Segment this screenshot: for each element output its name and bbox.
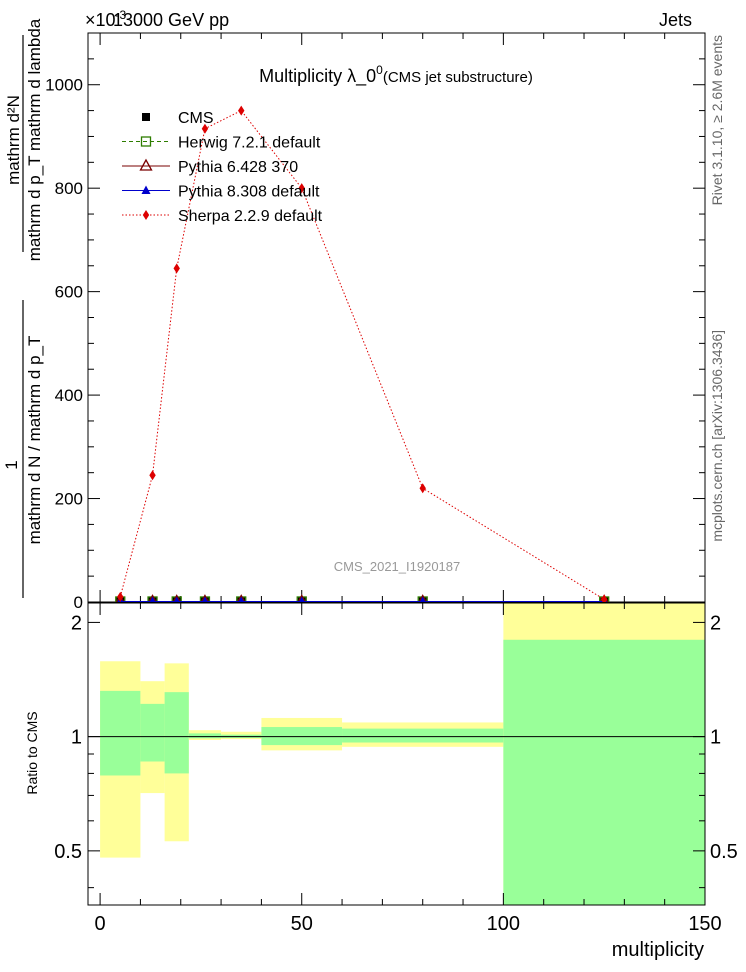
series-point	[202, 596, 208, 602]
ratio-band-inner	[140, 703, 165, 762]
series-point	[149, 596, 156, 602]
legend-item: Pythia 6.428 370	[122, 158, 298, 176]
legend-label: Pythia 8.308 default	[178, 184, 320, 201]
x-tick-label: 50	[291, 913, 313, 935]
ylabel-top-numerator: mathrm d²N	[4, 95, 23, 185]
main-plot-panel: 0 200 400 600 800 1000 CMS_2021_I1920187 CMS H…	[45, 32, 706, 612]
series-point	[419, 596, 426, 602]
series-point	[172, 594, 182, 602]
series-point	[149, 470, 156, 481]
ratio-plot-panel: 0.5 0.5 1 1 2 2 0 50 100 150 Ratio to CMS multip…	[24, 602, 738, 961]
series-point	[298, 183, 305, 194]
ratio-band-inner	[164, 692, 189, 774]
exponent-label: ×10-3	[85, 8, 127, 30]
x-tick-label: 150	[688, 913, 721, 935]
x-axis-label: multiplicity	[612, 939, 704, 961]
ratio-band-inner	[188, 733, 222, 739]
series-point	[115, 594, 125, 602]
ratio-bands	[100, 603, 705, 905]
series-point	[419, 483, 426, 494]
legend-label: Sherpa 2.2.9 default	[178, 208, 323, 225]
ratio-y-tick-label: 1	[71, 727, 82, 749]
series-point	[148, 594, 157, 602]
side-text-mcplots: mcplots.cern.ch [arXiv:1306.3436]	[709, 330, 725, 542]
legend-label: Pythia 6.428 370	[178, 159, 298, 176]
watermark: CMS_2021_I1920187	[334, 559, 461, 574]
series-point	[238, 105, 245, 116]
legend-item: Sherpa 2.2.9 default	[122, 208, 323, 225]
legend-item: Herwig 7.2.1 default	[122, 135, 321, 152]
series-point	[173, 596, 180, 602]
legend-item: Pythia 8.308 default	[122, 184, 320, 201]
series-point	[298, 596, 305, 602]
legend-marker	[142, 113, 150, 121]
legend-label: Herwig 7.2.1 default	[178, 135, 321, 152]
header-right: Jets	[659, 10, 692, 30]
legend-marker	[139, 158, 153, 171]
ylabel-one: 1	[2, 460, 21, 469]
main-y-tick-label: 800	[55, 179, 83, 198]
series-point	[173, 263, 180, 274]
ratio-y-axis-label: Ratio to CMS	[24, 711, 40, 794]
legend-marker	[141, 185, 151, 194]
ratio-band-inner	[342, 728, 504, 743]
ylabel-top-denominator: mathrm d p_T mathrm d lambda	[25, 18, 44, 261]
legend-label: CMS	[178, 110, 214, 127]
side-text-rivet: Rivet 3.1.10, ≥ 2.6M events	[709, 35, 725, 205]
main-y-tick-label: 1000	[45, 76, 83, 95]
ratio-x-axis: 0 50 100 150	[95, 603, 722, 935]
series-point	[418, 594, 428, 602]
ratio-y-axis: 0.5 0.5 1 1 2 2	[54, 612, 738, 889]
series-point	[297, 594, 307, 602]
chart-title: Multiplicity λ_00(CMS jet substructure)	[259, 63, 533, 87]
x-tick-label: 100	[487, 913, 520, 935]
header-left: 13000 GeV pp	[113, 10, 229, 30]
ratio-band-inner	[100, 690, 141, 776]
ratio-y-tick-label-right: 1	[710, 727, 721, 749]
ratio-y-tick-label: 0.5	[54, 841, 82, 863]
legend: CMS Herwig 7.2.1 default Pythia 6.428 370 P…	[122, 110, 323, 225]
legend-marker	[140, 136, 152, 147]
main-y-tick-label: 200	[55, 490, 83, 509]
x-tick-label: 0	[95, 913, 106, 935]
chart-title-main: Multiplicity λ_0	[259, 66, 376, 87]
series-point	[599, 594, 609, 602]
main-y-axis: 0 200 400 600 800 1000	[45, 58, 705, 612]
ratio-y-tick-label: 2	[71, 612, 82, 634]
main-y-tick-label: 600	[55, 283, 83, 302]
series-point	[200, 594, 210, 602]
series-point	[238, 596, 245, 602]
chart-title-sub: (CMS jet substructure)	[383, 69, 533, 86]
ratio-band-inner	[261, 727, 343, 746]
main-y-tick-label: 400	[55, 386, 83, 405]
ylabel-bottom: mathrm d N / mathrm d p_T	[25, 336, 44, 545]
series-point	[117, 591, 124, 602]
chart-title-sup: 0	[376, 63, 383, 77]
series-point	[236, 594, 246, 602]
legend-marker	[142, 210, 150, 220]
main-series-group	[115, 105, 610, 602]
legend-item: CMS	[142, 110, 214, 127]
series-point	[201, 123, 209, 134]
ratio-band-inner	[503, 639, 705, 905]
ratio-y-tick-label-right: 2	[710, 612, 721, 634]
y-axis-label: mathrm d²N mathrm d p_T mathrm d lambda …	[2, 18, 44, 598]
series-point	[600, 594, 608, 602]
main-y-tick-label: 0	[74, 593, 83, 612]
ratio-y-tick-label-right: 0.5	[710, 841, 738, 863]
